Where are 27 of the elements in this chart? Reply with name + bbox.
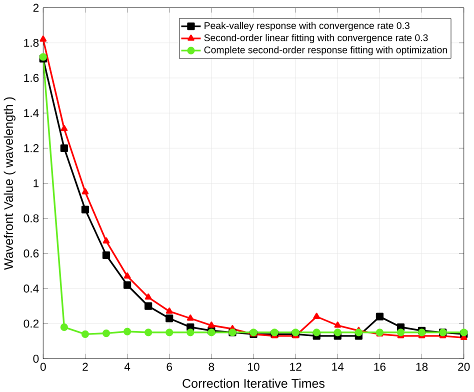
- y-tick-label: 1.2: [24, 144, 39, 152]
- x-tick-label: 20: [458, 362, 470, 371]
- legend-label: Second-order linear fitting with convergence rate 0.3: [204, 34, 428, 44]
- legend-label: Complete second-order response fitting with optimization: [204, 46, 447, 56]
- x-tick-label: 6: [166, 362, 172, 371]
- x-tick-label: 0: [40, 362, 46, 371]
- y-tick-label: 0: [33, 354, 39, 363]
- y-tick-label: 1.4: [24, 109, 39, 118]
- y-tick-label: 0.4: [24, 284, 39, 293]
- y-tick-label: 1: [34, 180, 39, 188]
- x-tick-label: 10: [248, 362, 260, 371]
- y-tick-label: 2: [33, 4, 39, 12]
- x-tick-label: 2: [82, 362, 88, 371]
- y-tick-label: 0.6: [24, 250, 39, 258]
- legend-label: Peak-valley response with convergence rate 0.3: [204, 22, 410, 32]
- x-tick-label: 4: [124, 362, 130, 371]
- x-tick-label: 16: [374, 362, 386, 371]
- y-tick-label: 1.8: [24, 39, 39, 48]
- y-tick-label: 0.2: [24, 320, 39, 328]
- x-tick-label: 8: [208, 362, 214, 371]
- y-tick-label: 1.6: [24, 74, 39, 82]
- x-tick-label: 14: [332, 362, 344, 371]
- x-tick-label: 12: [290, 362, 302, 371]
- x-axis-title: Correction Iterative Times: [182, 378, 325, 388]
- y-tick-label: 0.8: [24, 214, 39, 223]
- y-axis-title: Wavefront Value ( wavelength ): [4, 98, 16, 270]
- x-tick-label: 18: [416, 362, 428, 371]
